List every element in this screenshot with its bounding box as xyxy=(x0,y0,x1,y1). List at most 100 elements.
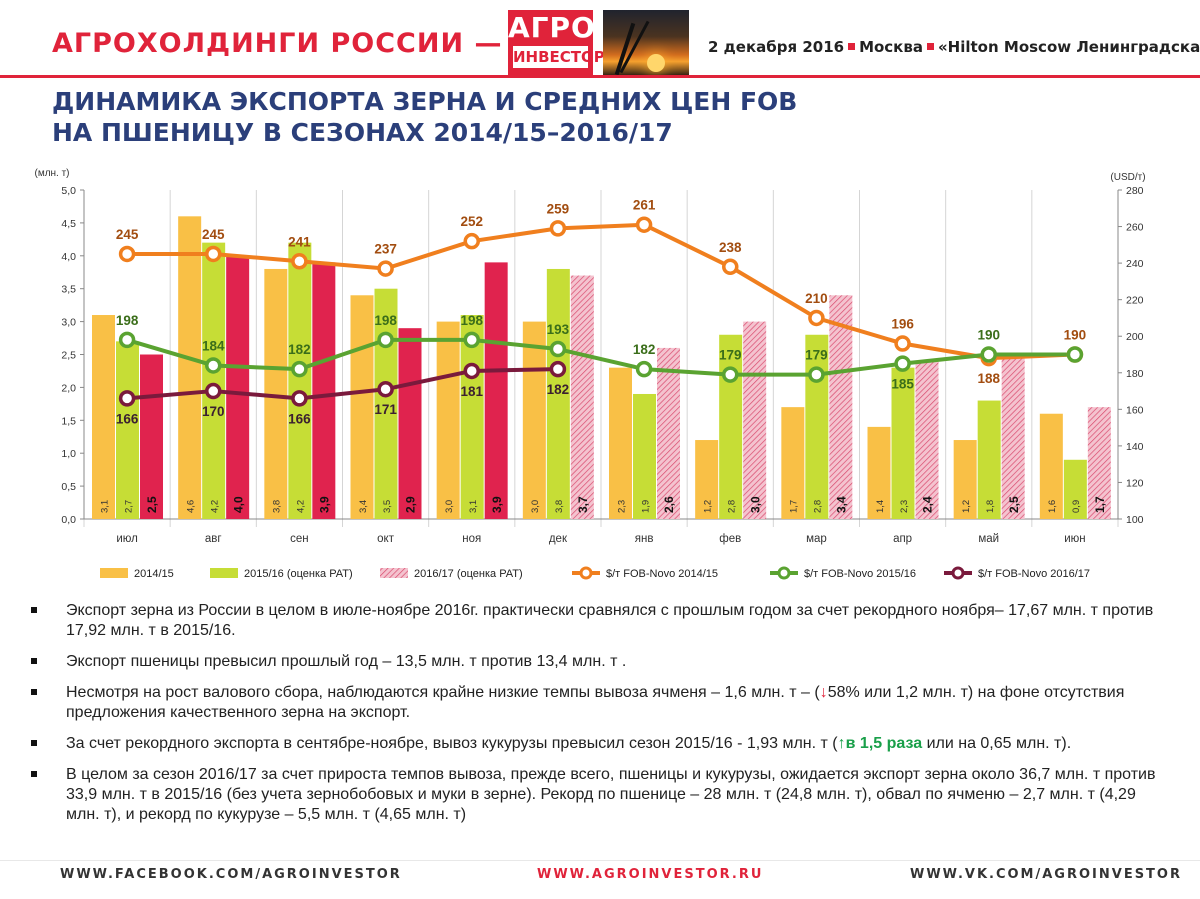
event-info: 2 декабря 2016 Москва «Hilton Moscow Ленин… xyxy=(708,38,1200,56)
legend-swatch xyxy=(100,568,128,578)
right-tick-label: 180 xyxy=(1126,368,1144,380)
price-value-label: 181 xyxy=(460,384,483,399)
bar-2014-15 xyxy=(609,367,632,519)
price-value-label: 241 xyxy=(288,234,311,249)
price-marker xyxy=(291,253,308,270)
price-marker xyxy=(808,309,825,327)
wheat-sunset-image xyxy=(603,10,689,76)
legend-label: $/т FOB-Novo 2016/17 xyxy=(978,568,1090,580)
left-tick-label: 2,0 xyxy=(61,382,76,394)
price-marker xyxy=(118,390,136,407)
down-arrow-icon: ↓ xyxy=(819,684,828,701)
facebook-link[interactable]: WWW.FACEBOOK.COM/AGROINVESTOR xyxy=(60,867,402,882)
left-tick-label: 1,0 xyxy=(61,448,76,460)
conference-title: АГРОХОЛДИНГИ РОССИИ — 2016 xyxy=(52,28,592,59)
bar-value-label: 1,4 xyxy=(875,500,886,513)
price-marker xyxy=(291,360,308,378)
bar-value-label: 2,8 xyxy=(813,500,824,513)
finding-item: Несмотря на рост валового сбора, наблюда… xyxy=(28,683,1158,723)
left-tick-label: 0,5 xyxy=(61,481,76,493)
price-marker xyxy=(205,382,222,400)
event-date: 2 декабря 2016 xyxy=(708,38,845,56)
price-marker xyxy=(1066,346,1084,363)
finding-text: или на 0,65 млн. т). xyxy=(922,735,1072,752)
price-marker xyxy=(894,335,911,352)
bar-2014-15 xyxy=(178,216,202,519)
price-marker xyxy=(722,258,739,276)
finding-text: За счет рекордного экспорта в сентябре-н… xyxy=(66,735,838,752)
export-price-chart: (млн. т) (USD/т) 0,0 0,5 1,0 1,5 2,0 2,5 3,0 3,5 4… xyxy=(34,168,1145,580)
price-value-label: 210 xyxy=(805,291,828,306)
agroinvestor-logo[interactable]: АГРО ИНВЕСТОР xyxy=(508,10,605,75)
finding-item: Экспорт пшеницы превысил прошлый год – 1… xyxy=(28,652,1158,672)
x-tick-label: май xyxy=(978,533,999,545)
bar-2016-17 xyxy=(743,321,767,519)
bar-value-label: 2,5 xyxy=(1007,496,1021,513)
right-tick-label: 220 xyxy=(1126,295,1144,307)
right-tick-label: 240 xyxy=(1126,258,1144,270)
left-tick-label: 5,0 xyxy=(61,185,76,197)
bar-value-label: 3,5 xyxy=(382,500,393,513)
price-line-2016-17 xyxy=(126,367,558,401)
price-marker xyxy=(894,355,911,372)
bar-value-label: 1,6 xyxy=(1047,500,1058,513)
price-value-label: 166 xyxy=(116,411,139,426)
bar-2015-16 xyxy=(633,393,656,519)
x-tick-label: сен xyxy=(290,533,309,545)
price-value-label: 245 xyxy=(116,227,139,242)
bar-2016-17 xyxy=(226,255,250,520)
vk-link[interactable]: WWW.VK.COM/AGROINVESTOR xyxy=(910,867,1182,882)
bar-value-label: 2,4 xyxy=(921,496,935,513)
x-tick-label: ноя xyxy=(462,533,481,545)
red-square-icon xyxy=(926,43,934,50)
bar-2014-15 xyxy=(264,268,288,519)
bar-value-label: 1,9 xyxy=(640,500,651,513)
bar-2016-17 xyxy=(398,328,422,519)
price-marker xyxy=(549,220,567,237)
price-value-label: 184 xyxy=(202,338,225,353)
left-tick-label: 3,5 xyxy=(61,284,76,296)
price-marker xyxy=(635,216,653,233)
right-axis-title: (USD/т) xyxy=(1110,172,1145,183)
x-tick-label: янв xyxy=(635,533,654,545)
price-marker xyxy=(205,245,222,263)
legend-marker xyxy=(777,566,791,580)
event-venue: «Hilton Moscow Ленинградская» xyxy=(937,38,1200,56)
growth-highlight: в 1,5 раза xyxy=(845,735,923,752)
price-value-label: 198 xyxy=(374,313,397,328)
website-link[interactable]: WWW.AGROINVESTOR.RU xyxy=(537,867,764,882)
bar-2016-17 xyxy=(915,361,939,519)
bar-value-label: 0,9 xyxy=(1071,500,1082,513)
bar-2015-16 xyxy=(202,242,226,519)
legend-marker xyxy=(951,566,965,580)
bar-value-label: 2,3 xyxy=(616,500,627,513)
price-marker xyxy=(291,390,308,407)
price-line-2014-15 xyxy=(127,222,1076,361)
bar-2016-17 xyxy=(484,262,508,519)
right-tick-label: 120 xyxy=(1126,477,1144,489)
legend-label: 2015/16 (оценка РАТ) xyxy=(244,568,353,580)
finding-item: В целом за сезон 2016/17 за счет прирост… xyxy=(28,765,1158,825)
price-marker xyxy=(463,232,480,250)
bar-value-label: 3,0 xyxy=(444,500,455,513)
bar-2015-16 xyxy=(116,341,139,519)
price-value-label: 190 xyxy=(1064,328,1087,343)
finding-text: Несмотря на рост валового сбора, наблюда… xyxy=(66,684,820,701)
price-marker xyxy=(377,260,394,277)
legend-swatch xyxy=(380,568,408,578)
bar-2016-17 xyxy=(312,262,336,519)
event-city: Москва xyxy=(859,38,923,56)
price-value-label: 182 xyxy=(288,342,311,357)
bar-value-label: 3,1 xyxy=(468,500,479,513)
price-line-2015-16 xyxy=(126,337,1075,377)
price-value-label: 245 xyxy=(202,227,225,242)
bar-value-label: 2,5 xyxy=(145,496,159,513)
price-value-label: 198 xyxy=(116,313,139,328)
bar-2015-16 xyxy=(546,268,570,519)
finding-item: За счет рекордного экспорта в сентябре-н… xyxy=(28,734,1158,754)
logo-text-investor: ИНВЕСТОР xyxy=(513,46,605,68)
left-tick-label: 2,5 xyxy=(61,350,76,362)
price-marker xyxy=(377,331,394,349)
bar-2015-16 xyxy=(1063,459,1087,519)
left-tick-label: 4,0 xyxy=(61,251,76,263)
